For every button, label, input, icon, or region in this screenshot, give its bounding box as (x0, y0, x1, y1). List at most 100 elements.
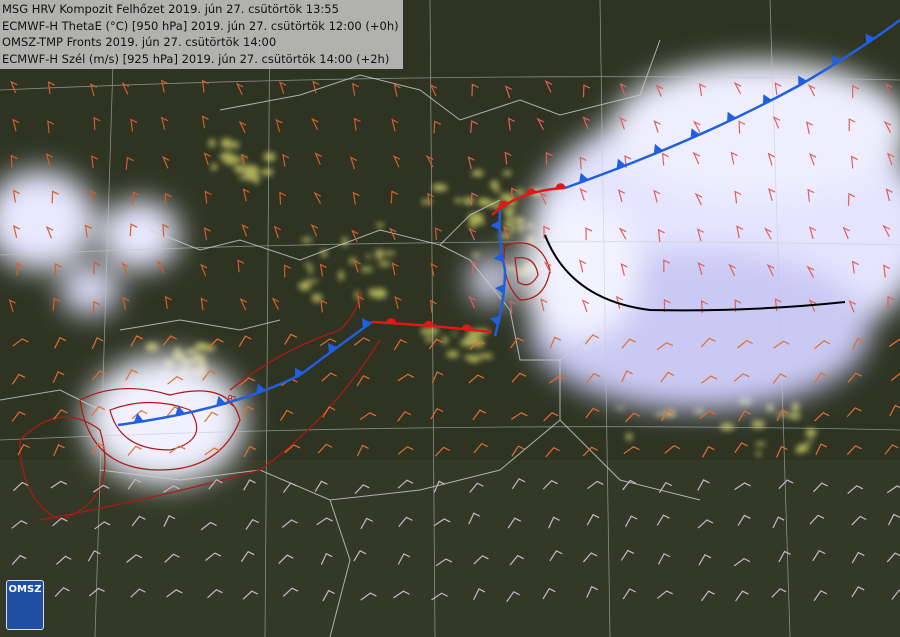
semicircle (555, 183, 566, 189)
cell (420, 199, 433, 205)
legend-line: ECMWF-H ThetaE (°C) [950 hPa] 2019. jún … (2, 18, 399, 33)
cell (693, 408, 705, 414)
triangle (832, 55, 842, 66)
wind-barb (13, 481, 29, 492)
cell (795, 445, 804, 454)
cell (208, 139, 216, 148)
cell (194, 342, 209, 351)
wind-barb (131, 515, 146, 527)
wind-barb (772, 516, 785, 529)
wind-barb (891, 589, 900, 600)
front-semicircle (461, 324, 472, 330)
wind-barb (53, 443, 65, 457)
cell (467, 354, 481, 363)
wind-barb (620, 262, 628, 276)
thetae-contours (19, 242, 551, 521)
wind-barb (657, 228, 665, 242)
cell (503, 221, 512, 228)
wind-barb (625, 412, 641, 423)
wind-barb (763, 227, 772, 240)
wind-barb (12, 189, 20, 203)
wind-barb (156, 260, 165, 273)
wind-barb (847, 372, 862, 383)
wind-barb (692, 120, 701, 133)
cell (378, 261, 391, 267)
wind-barb (694, 192, 703, 206)
wind-barb (11, 520, 28, 529)
wind-barb (734, 299, 742, 313)
cell (425, 337, 435, 343)
cell (241, 164, 258, 175)
wind-barb (852, 337, 865, 350)
wind-barb (353, 337, 370, 346)
wind-barb (511, 445, 525, 457)
cold-front (117, 320, 373, 427)
front-triangle (653, 143, 663, 155)
wind-barb (696, 228, 705, 242)
cell (510, 224, 516, 234)
cell (311, 293, 323, 303)
wind-barb (776, 409, 789, 422)
wind-barb (660, 371, 675, 383)
triangle (493, 252, 504, 263)
wind-barb (238, 120, 247, 134)
wind-barb (805, 121, 814, 135)
front-triangle (579, 172, 589, 183)
wind-barb (470, 192, 479, 206)
wind-barb (431, 371, 444, 384)
wind-barb (88, 587, 105, 597)
wind-barb (886, 485, 900, 494)
wind-barb (814, 411, 830, 422)
wind-barb (53, 409, 68, 420)
wind-barb (239, 377, 256, 386)
wind-barb (54, 587, 70, 597)
wind-barb (664, 445, 681, 454)
wind-barb (129, 223, 138, 237)
wind-barb (122, 296, 130, 310)
wind-barb (585, 227, 593, 241)
wind-barb (12, 118, 20, 132)
wind-barb (435, 558, 453, 567)
wind-barb (625, 515, 638, 527)
wind-barb (734, 442, 748, 454)
wind-barb (93, 484, 110, 493)
wind-barb (852, 84, 860, 98)
wind-barb (698, 554, 712, 566)
wind-barb (45, 152, 53, 166)
wind-barb (807, 188, 815, 202)
triangle (579, 172, 589, 183)
wind-barb (314, 480, 328, 492)
cell (308, 264, 313, 275)
wind-barb (160, 79, 168, 93)
wind-barb (728, 263, 736, 277)
wind-barb (394, 296, 402, 309)
wind-barb (11, 411, 26, 422)
wind-barb (352, 191, 360, 205)
wind-barb (701, 375, 718, 384)
cell (232, 140, 239, 149)
wind-barb (284, 264, 291, 278)
triangle (133, 413, 144, 423)
wind-barb (319, 263, 327, 277)
wind-barb (54, 336, 67, 349)
front-semicircle (423, 320, 434, 327)
wind-barb (653, 189, 661, 203)
cell (452, 331, 458, 336)
wind-barb (310, 223, 319, 237)
wind-barb (433, 120, 442, 134)
wind-barb (549, 375, 566, 384)
wind-barb (768, 187, 776, 201)
wind-barb (656, 590, 673, 599)
wind-barb (282, 153, 290, 167)
wind-barb (510, 337, 524, 349)
wind-barb (700, 337, 716, 348)
cell (503, 207, 516, 216)
wind-barb (468, 295, 476, 309)
wind-barb (431, 592, 448, 601)
wind-barb (539, 192, 547, 205)
wind-barb (778, 550, 791, 563)
wind-barb (545, 447, 560, 458)
cell (432, 183, 441, 191)
wind-barb (734, 482, 751, 491)
